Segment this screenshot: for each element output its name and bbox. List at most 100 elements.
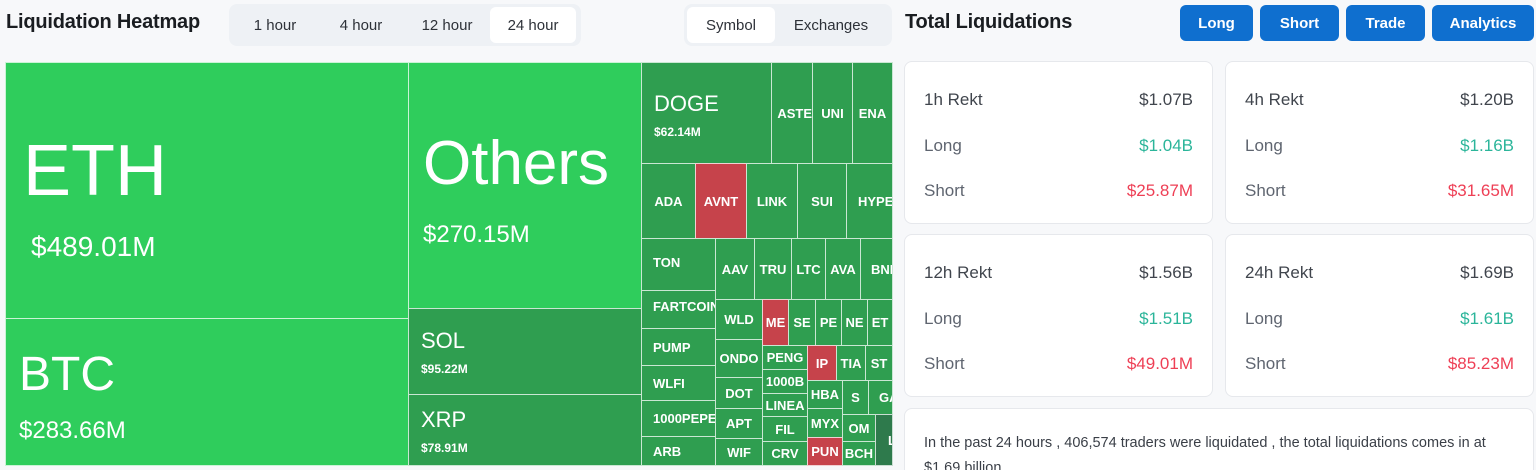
tile-btc[interactable]: BTC $283.66M	[5, 318, 409, 466]
tile-dot[interactable]: DOT	[715, 377, 763, 409]
tile-avax[interactable]: AVA	[825, 238, 861, 300]
short-label: Short	[1245, 354, 1286, 373]
short-value: $85.23M	[1447, 354, 1514, 373]
short-label: Short	[924, 181, 965, 200]
tile-pump[interactable]: PUMP	[641, 328, 716, 366]
tile-ton[interactable]: TON	[641, 238, 716, 291]
tile-eth[interactable]: ETH $489.01M	[5, 62, 409, 319]
tile-xrp[interactable]: XRP $78.91M	[408, 394, 642, 466]
tile-hype[interactable]: HYPE	[846, 163, 893, 239]
tile-sol[interactable]: SOL $95.22M	[408, 308, 642, 395]
short-value: $49.01M	[1126, 354, 1193, 373]
short-value: $25.87M	[1126, 181, 1193, 200]
short-label: Short	[924, 354, 965, 373]
tile-pun[interactable]: PUN	[807, 437, 843, 466]
tile-sui[interactable]: SUI	[797, 163, 847, 239]
tile-l[interactable]: L	[875, 414, 893, 466]
view-selector: Symbol Exchanges	[684, 4, 892, 46]
tile-ada[interactable]: ADA	[641, 163, 696, 239]
tile-bnb[interactable]: BNI	[860, 238, 893, 300]
tile-wlfi[interactable]: WLFI	[641, 365, 716, 401]
tab-symbol[interactable]: Symbol	[687, 7, 775, 43]
tile-aste[interactable]: ASTE	[771, 62, 813, 164]
tab-24-hour[interactable]: 24 hour	[490, 7, 576, 43]
tile-crv[interactable]: CRV	[762, 441, 808, 466]
tile-trump[interactable]: TRU	[754, 238, 792, 300]
tab-1-hour[interactable]: 1 hour	[253, 16, 297, 34]
tile-arb[interactable]: ARB	[641, 436, 716, 466]
short-button[interactable]: Short	[1260, 5, 1339, 41]
tile-fil[interactable]: FIL	[762, 416, 808, 442]
long-value: $1.51B	[1139, 309, 1193, 328]
tile-myx[interactable]: MYX	[807, 408, 843, 438]
tile-om[interactable]: OM	[842, 414, 876, 442]
card-total: $1.07B	[1139, 90, 1193, 109]
tile-strk[interactable]: ST	[865, 345, 893, 381]
tile-symbol: DOGE	[654, 91, 719, 116]
tile-value: $95.22M	[421, 362, 468, 376]
tile-hbar[interactable]: HBA	[807, 380, 843, 409]
card-total: $1.56B	[1139, 263, 1193, 282]
tile-link[interactable]: LINK	[746, 163, 798, 239]
tile-aave[interactable]: AAV	[715, 238, 755, 300]
tile-ip[interactable]: IP	[807, 345, 837, 381]
tile-ena[interactable]: ENA	[852, 62, 893, 164]
tile-1000pepe[interactable]: 1000PEPE	[641, 400, 716, 437]
card-label: 1h Rekt	[924, 90, 983, 109]
card-total: $1.69B	[1460, 263, 1514, 282]
tile-avnt[interactable]: AVNT	[695, 163, 747, 239]
long-value: $1.04B	[1139, 136, 1193, 155]
tile-value: $489.01M	[31, 231, 156, 262]
long-label: Long	[924, 136, 962, 155]
tile-pengu[interactable]: PENG	[762, 345, 808, 370]
tile-pe[interactable]: PE	[815, 299, 842, 346]
tile-wif[interactable]: WIF	[715, 438, 763, 466]
tile-value: $62.14M	[654, 125, 701, 139]
short-value: $31.65M	[1447, 181, 1514, 200]
long-value: $1.16B	[1460, 136, 1514, 155]
tile-symbol: SOL	[421, 328, 466, 353]
short-label: Short	[1245, 181, 1286, 200]
tile-symbol: XRP	[421, 407, 467, 432]
tile-ondo[interactable]: ONDO	[715, 339, 763, 378]
tile-uni[interactable]: UNI	[812, 62, 853, 164]
tile-fartcoin[interactable]: FARTCOIN	[641, 290, 716, 329]
tile-value: $78.91M	[421, 441, 468, 455]
long-button[interactable]: Long	[1180, 5, 1253, 41]
tile-symbol: ETH	[23, 131, 167, 211]
tile-sei[interactable]: SE	[788, 299, 816, 346]
analytics-button[interactable]: Analytics	[1432, 5, 1534, 41]
tile-etc[interactable]: ET	[867, 299, 893, 346]
tile-apt[interactable]: APT	[715, 408, 763, 439]
tile-s[interactable]: S	[842, 380, 869, 415]
tile-others[interactable]: Others $270.15M	[408, 62, 642, 309]
tile-value: $270.15M	[423, 221, 530, 248]
tab-4-hour[interactable]: 4 hour	[339, 16, 383, 34]
tab-12-hour[interactable]: 12 hour	[421, 16, 473, 34]
card-label: 12h Rekt	[924, 263, 993, 282]
long-value: $1.61B	[1460, 309, 1514, 328]
tile-tia[interactable]: TIA	[836, 345, 866, 381]
tile-bch[interactable]: BCH	[842, 441, 876, 466]
tile-ltc[interactable]: LTC	[791, 238, 826, 300]
heatmap-title: Liquidation Heatmap	[6, 11, 200, 33]
trade-button[interactable]: Trade	[1346, 5, 1425, 41]
tile-me[interactable]: ME	[762, 299, 789, 346]
tile-doge[interactable]: DOGE $62.14M	[641, 62, 772, 164]
time-range-selector: 1 hour 4 hour 12 hour 24 hour	[229, 4, 581, 46]
tile-symbol: BTC	[19, 348, 115, 401]
card-12h-rekt: 12h Rekt $1.56B Long $1.51B Short $49.01M	[904, 234, 1213, 397]
tile-1000bonk[interactable]: 1000B	[762, 369, 808, 394]
long-label: Long	[1245, 309, 1283, 328]
tile-wld[interactable]: WLD	[715, 299, 763, 340]
tile-near[interactable]: NE	[841, 299, 868, 346]
tile-gala[interactable]: GA	[868, 380, 893, 415]
total-liquidations-title: Total Liquidations	[905, 11, 1073, 33]
long-label: Long	[924, 309, 962, 328]
card-1h-rekt: 1h Rekt $1.07B Long $1.04B Short $25.87M	[904, 61, 1213, 224]
tile-value: $283.66M	[19, 417, 126, 444]
tab-exchanges[interactable]: Exchanges	[793, 16, 869, 34]
tile-linea[interactable]: LINEA	[762, 393, 808, 417]
card-24h-rekt: 24h Rekt $1.69B Long $1.61B Short $85.23M	[1225, 234, 1534, 397]
